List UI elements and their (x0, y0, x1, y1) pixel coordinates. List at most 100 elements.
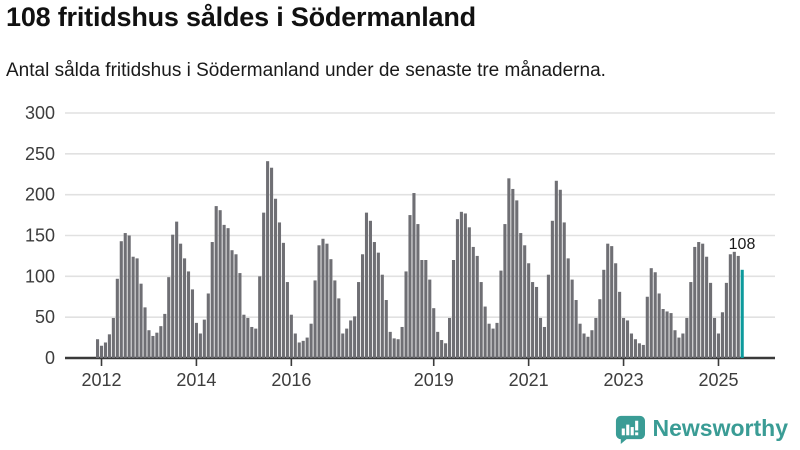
bar (198, 333, 202, 358)
x-axis-year-label: 2025 (698, 370, 738, 390)
bar (499, 270, 503, 358)
bar (673, 330, 677, 358)
bar (345, 328, 349, 358)
bar (602, 269, 606, 358)
y-axis-tick-label: 100 (25, 266, 55, 286)
bar (218, 210, 222, 358)
bar (293, 333, 297, 358)
bar (491, 328, 495, 358)
bar (313, 280, 317, 358)
bar (159, 326, 163, 358)
bar (697, 242, 701, 358)
bar (685, 317, 689, 358)
bar (175, 221, 179, 358)
bar (372, 242, 376, 358)
bar (724, 282, 728, 358)
bar (538, 317, 543, 358)
bar (614, 263, 618, 358)
bar (99, 345, 104, 358)
y-axis-tick-label: 300 (25, 103, 55, 123)
latest-value-label: 108 (729, 236, 756, 253)
bar (360, 254, 365, 358)
bar (384, 300, 388, 358)
bar (222, 224, 226, 358)
bar (645, 296, 649, 358)
bar (610, 246, 614, 358)
bar (412, 193, 416, 358)
bar (566, 258, 570, 358)
bar (388, 331, 392, 358)
bar (669, 313, 673, 358)
bar (503, 224, 507, 358)
bar (495, 322, 499, 358)
bar (368, 220, 372, 358)
bar (357, 282, 361, 358)
bar (483, 306, 487, 358)
bar (202, 319, 206, 358)
bar (451, 260, 456, 358)
bar (546, 274, 550, 358)
bar (463, 213, 467, 358)
bar (444, 343, 448, 358)
bar (471, 246, 475, 358)
bar (349, 320, 353, 358)
bar (376, 252, 380, 358)
bar (392, 338, 396, 358)
bar (107, 334, 111, 358)
bar (380, 274, 384, 358)
bar (665, 311, 669, 358)
bar (139, 283, 143, 358)
y-axis-tick-label: 0 (45, 348, 55, 368)
bar (115, 278, 119, 358)
bar (459, 211, 463, 358)
bar (214, 206, 218, 358)
monthly-sales-bar-chart: 0 50 100 150 200 250 300 2012 2014 2016 2019 2021 20… (0, 95, 800, 405)
bar (163, 313, 167, 358)
chart-canvas: 0 50 100 150 200 250 300 2012 2014 2016 2019 2021 20… (25, 103, 775, 390)
bar (677, 337, 681, 358)
brand-name: Newsworthy (652, 415, 788, 441)
bar (353, 316, 357, 358)
bar (728, 254, 732, 358)
bar (523, 245, 527, 358)
bar (420, 260, 424, 358)
y-axis-tick-label: 250 (25, 144, 55, 164)
bar (190, 289, 195, 358)
bar (550, 220, 554, 358)
y-axis-tick-label: 200 (25, 185, 55, 205)
bar (400, 326, 404, 358)
bar (511, 188, 515, 358)
x-axis-year-label: 2014 (176, 370, 216, 390)
bar (582, 333, 586, 358)
bar (266, 161, 270, 358)
bar (657, 293, 661, 358)
bar (689, 282, 693, 358)
bar (238, 273, 242, 358)
bar (262, 212, 266, 358)
bar (341, 333, 345, 358)
bar (186, 271, 191, 358)
bar (653, 272, 657, 358)
bar (183, 258, 187, 358)
x-axis-year-label: 2019 (414, 370, 454, 390)
highlighted-latest-bar (740, 269, 744, 358)
bar (705, 256, 709, 358)
bar (535, 286, 539, 358)
bar (234, 254, 238, 358)
bar (242, 314, 246, 358)
bar (147, 330, 151, 358)
bar (270, 167, 274, 358)
bar (606, 243, 610, 358)
bar (285, 282, 289, 358)
bar (167, 277, 171, 358)
bar (440, 340, 444, 358)
bar (119, 241, 123, 358)
bar (467, 227, 471, 358)
bar (325, 243, 329, 358)
bar (629, 333, 634, 358)
bar (305, 337, 309, 358)
page-title: 108 fritidshus såldes i Södermanland (6, 2, 476, 32)
bar (590, 330, 594, 358)
bar (210, 242, 214, 358)
bar (432, 308, 436, 358)
